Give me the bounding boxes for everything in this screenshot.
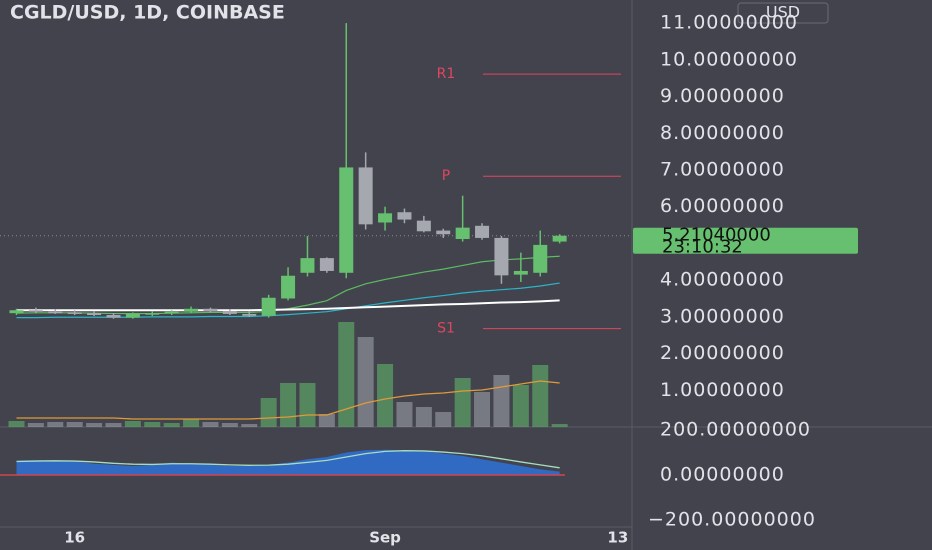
volume-bar — [183, 419, 200, 427]
currency-box[interactable] — [737, 2, 829, 24]
x-tick-label: Sep — [369, 529, 401, 547]
candle-body — [358, 167, 373, 225]
pivot-label: R1 — [437, 66, 456, 82]
volume-bar — [493, 375, 510, 427]
y-tick-label: 0.00000000 — [660, 463, 785, 485]
candle-body — [281, 275, 296, 299]
volume-bar — [27, 423, 44, 427]
volume-bar — [202, 422, 219, 427]
y-tick-label: 6.00000000 — [660, 195, 785, 217]
candle-body — [261, 297, 276, 316]
y-tick-label: 4.00000000 — [660, 269, 785, 291]
signal-line — [16, 450, 560, 469]
candle-body — [164, 311, 179, 314]
volume-bar — [260, 398, 277, 427]
candle-body — [378, 213, 393, 223]
y-tick-label: 9.00000000 — [660, 85, 785, 107]
ma-line — [16, 299, 560, 312]
volume-bar — [377, 364, 394, 427]
volume-bar — [241, 424, 258, 427]
volume-bar — [144, 422, 161, 427]
volume-bar — [357, 337, 374, 427]
volume-bar — [532, 365, 549, 427]
y-tick-label: −200.00000000 — [648, 509, 816, 531]
volume-bar — [280, 383, 297, 427]
candle-body — [203, 308, 218, 312]
candle-body — [319, 258, 334, 271]
volume-bar — [8, 421, 25, 427]
candle-body — [494, 237, 509, 276]
oscillator-area — [16, 449, 560, 475]
candle-body — [552, 235, 567, 242]
volume-bar — [86, 423, 103, 427]
y-tick-label: 11.00000000 — [660, 12, 798, 34]
chart-title: CGLD/USD, 1D, COINBASE — [10, 2, 285, 24]
last-price-label: 5.21040000 — [662, 225, 771, 246]
volume-bar — [338, 322, 355, 427]
y-tick-label: 10.00000000 — [660, 48, 798, 70]
volume-bar — [66, 422, 83, 427]
candle-body — [145, 313, 160, 315]
pivot-label: S1 — [437, 321, 455, 337]
volume-bar — [396, 402, 413, 427]
candle-body — [339, 167, 354, 273]
candle-body — [533, 244, 548, 273]
countdown: 23:10:32 — [662, 237, 743, 258]
candle-body — [397, 212, 412, 220]
candle-body — [242, 313, 257, 316]
volume-bar — [474, 392, 491, 427]
candle-body — [67, 312, 82, 314]
candle-body — [513, 270, 528, 275]
y-tick-label: 8.00000000 — [660, 122, 785, 144]
volume-bar — [163, 423, 180, 427]
volume-bar — [435, 412, 452, 427]
candle-body — [28, 310, 43, 312]
volume-bar — [221, 423, 238, 427]
volume-bar — [318, 414, 335, 427]
candle-body — [125, 313, 140, 318]
candle-body — [9, 310, 24, 314]
candle-body — [87, 313, 102, 316]
candle-body — [184, 308, 199, 312]
ma-line — [16, 380, 560, 420]
volume-bar — [454, 378, 471, 427]
x-tick-label: 13 — [607, 529, 628, 547]
candle-body — [416, 220, 431, 232]
currency[interactable]: USD — [766, 3, 800, 22]
volume-bar — [299, 383, 316, 427]
volume-bar — [105, 423, 122, 427]
candle-body — [222, 311, 237, 314]
y-tick-label: 3.00000000 — [660, 305, 785, 327]
candle-body — [455, 227, 470, 240]
volume-bar — [551, 424, 568, 427]
y-tick-label: 7.00000000 — [660, 158, 785, 180]
volume-bar — [124, 421, 141, 427]
pivot-label: P — [442, 168, 450, 184]
volume-bar — [47, 422, 64, 427]
candle-body — [300, 258, 315, 273]
candle-body — [475, 225, 490, 238]
volume-bar — [512, 385, 529, 427]
y-tick-label: 200.00000000 — [660, 418, 811, 440]
y-tick-label: 1.00000000 — [660, 379, 785, 401]
candle-body — [106, 315, 121, 318]
volume-bar — [415, 407, 432, 427]
x-tick-label: 16 — [64, 529, 85, 547]
y-tick-label: 2.00000000 — [660, 342, 785, 364]
last-price-box — [633, 227, 858, 254]
candle-body — [436, 230, 451, 235]
candle-body — [48, 311, 63, 314]
